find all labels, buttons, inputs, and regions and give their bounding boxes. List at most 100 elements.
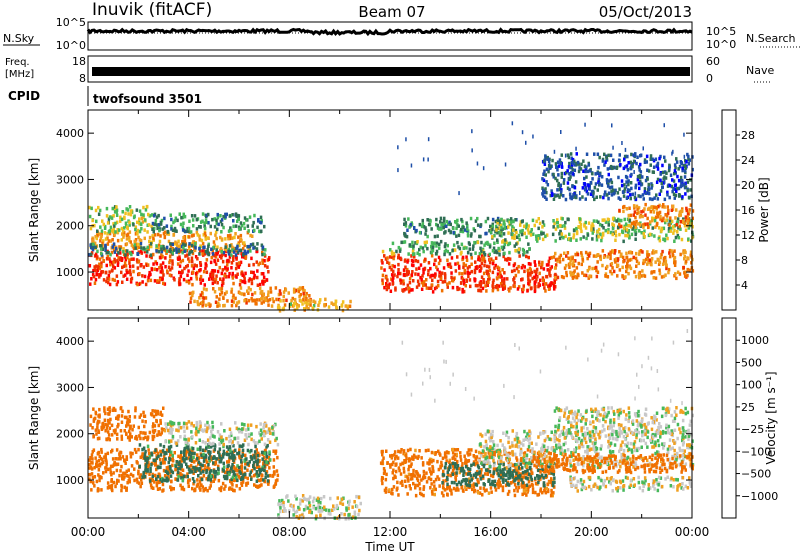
heat-cell bbox=[106, 423, 109, 427]
heat-cell bbox=[148, 235, 152, 240]
heat-cell bbox=[301, 302, 304, 306]
heat-cell bbox=[263, 264, 267, 268]
heat-cell bbox=[132, 424, 135, 428]
heat-cell bbox=[578, 220, 582, 224]
heat-cell bbox=[109, 470, 112, 475]
heat-cell bbox=[347, 502, 351, 507]
heat-cell bbox=[429, 219, 432, 223]
heat-cell bbox=[550, 477, 553, 481]
heat-cell bbox=[183, 452, 186, 456]
heat-cell bbox=[454, 269, 458, 273]
heat-cell bbox=[671, 189, 674, 194]
heat-cell bbox=[685, 208, 688, 213]
heat-cell bbox=[138, 464, 141, 469]
heat-cell bbox=[141, 447, 144, 452]
heat-cell bbox=[220, 222, 224, 227]
heat-cell bbox=[462, 265, 465, 270]
heat-cell bbox=[572, 233, 576, 237]
heat-cell bbox=[633, 210, 637, 214]
heat-cell bbox=[433, 484, 436, 488]
heat-cell bbox=[552, 255, 556, 259]
heat-cell bbox=[266, 479, 270, 483]
heat-cell bbox=[240, 271, 244, 275]
heat-cell bbox=[173, 219, 177, 223]
heat-cell bbox=[102, 460, 105, 464]
heat-cell bbox=[430, 254, 434, 258]
station-title: Inuvik (fitACF) bbox=[92, 0, 212, 20]
heat-cell bbox=[136, 252, 139, 256]
heat-cell bbox=[554, 276, 557, 280]
heat-cell bbox=[244, 298, 248, 302]
heat-cell bbox=[652, 165, 656, 169]
heat-cell bbox=[424, 244, 427, 248]
heat-cell bbox=[160, 266, 164, 270]
heat-cell bbox=[395, 249, 398, 254]
heat-cell bbox=[450, 271, 453, 275]
heat-cell bbox=[249, 233, 252, 238]
heat-cell bbox=[258, 468, 261, 472]
heat-cell bbox=[190, 430, 193, 434]
heat-cell bbox=[519, 467, 522, 471]
heat-cell bbox=[224, 474, 227, 479]
heat-cell bbox=[236, 301, 239, 305]
heat-cell bbox=[236, 219, 239, 223]
heat-cell bbox=[618, 222, 621, 227]
heat-cell bbox=[263, 224, 266, 229]
heat-cell bbox=[427, 476, 430, 481]
heat-cell bbox=[458, 466, 461, 471]
heat-cell bbox=[209, 224, 212, 229]
heat-cell bbox=[140, 477, 143, 482]
heat-cell bbox=[229, 479, 232, 484]
heat-cell bbox=[207, 450, 210, 454]
heat-cell bbox=[226, 299, 229, 303]
heat-cell bbox=[558, 187, 562, 192]
heat-cell bbox=[241, 255, 244, 259]
heat-cell bbox=[351, 515, 355, 519]
heat-cell bbox=[501, 284, 504, 288]
heat-cell bbox=[332, 507, 336, 511]
heat-cell bbox=[431, 290, 435, 294]
heat-cell bbox=[241, 450, 244, 454]
heat-cell bbox=[558, 255, 561, 260]
heat-cell bbox=[187, 467, 191, 471]
heat-cell bbox=[155, 483, 159, 488]
heat-cell bbox=[684, 164, 687, 168]
heat-cell bbox=[199, 445, 202, 450]
heat-cell bbox=[388, 265, 392, 270]
heat-cell bbox=[495, 249, 498, 253]
heat-cell bbox=[263, 296, 267, 301]
heat-cell bbox=[676, 270, 680, 274]
heat-cell bbox=[201, 304, 204, 308]
heat-cell bbox=[479, 284, 482, 289]
heat-cell bbox=[660, 252, 663, 257]
heat-cell bbox=[156, 487, 160, 491]
heat-cell bbox=[116, 238, 120, 243]
heat-cell bbox=[318, 300, 321, 305]
heat-cell bbox=[638, 175, 642, 180]
heat-cell bbox=[259, 468, 263, 472]
heat-cell bbox=[587, 183, 590, 188]
heat-cell bbox=[181, 478, 184, 482]
heat-cell bbox=[527, 255, 530, 260]
heat-cell bbox=[440, 222, 443, 227]
heat-cell bbox=[207, 474, 210, 479]
heat-cell bbox=[463, 268, 466, 273]
heat-cell bbox=[223, 303, 226, 308]
heat-cell bbox=[211, 281, 215, 286]
heat-cell bbox=[247, 229, 250, 233]
heat-cell bbox=[183, 249, 186, 253]
heat-cell bbox=[260, 243, 264, 247]
heat-cell bbox=[125, 424, 128, 428]
heat-cell bbox=[630, 251, 634, 255]
heat-cell bbox=[548, 272, 551, 276]
heat-cell bbox=[592, 191, 595, 195]
heat-cell bbox=[628, 218, 632, 223]
heat-cell bbox=[208, 470, 212, 474]
heat-cell bbox=[390, 250, 394, 254]
heat-cell bbox=[240, 483, 244, 487]
heat-cell bbox=[662, 256, 666, 261]
heat-cell bbox=[528, 266, 532, 271]
heat-cell bbox=[176, 439, 180, 443]
heat-cell bbox=[135, 246, 139, 250]
heat-cell bbox=[614, 188, 617, 193]
